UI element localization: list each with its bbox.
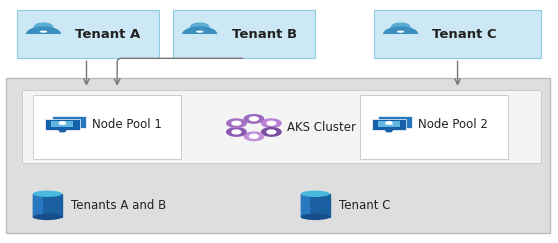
Text: Tenant C: Tenant C [339,199,390,212]
Polygon shape [386,130,392,132]
Circle shape [386,122,392,124]
Wedge shape [182,26,217,34]
Circle shape [227,119,246,127]
Bar [33,194,62,217]
Bar [301,194,310,217]
FancyBboxPatch shape [360,95,508,159]
Bar [33,194,42,217]
FancyBboxPatch shape [51,121,74,127]
FancyBboxPatch shape [6,78,550,233]
Text: Tenant C: Tenant C [432,27,497,41]
FancyBboxPatch shape [173,10,315,58]
Circle shape [232,121,241,125]
Wedge shape [59,123,66,124]
Ellipse shape [397,31,405,33]
FancyBboxPatch shape [52,116,86,128]
FancyBboxPatch shape [378,121,400,127]
Circle shape [249,117,258,121]
Circle shape [190,23,209,31]
FancyBboxPatch shape [378,116,412,128]
Wedge shape [385,123,393,124]
Text: Tenant A: Tenant A [75,27,141,41]
Text: Tenant B: Tenant B [232,27,297,41]
Text: Node Pool 2: Node Pool 2 [418,118,488,131]
FancyBboxPatch shape [22,90,541,163]
Ellipse shape [40,31,47,33]
Circle shape [249,134,258,138]
Wedge shape [383,26,418,34]
Circle shape [392,23,410,31]
Circle shape [35,23,52,31]
Circle shape [262,119,281,127]
FancyBboxPatch shape [17,10,159,58]
Circle shape [267,121,276,125]
Ellipse shape [33,214,62,220]
Text: AKS Cluster: AKS Cluster [287,121,357,134]
Circle shape [244,115,263,123]
Ellipse shape [33,191,62,197]
Circle shape [232,130,241,134]
Bar [301,194,330,217]
Circle shape [262,128,281,136]
FancyBboxPatch shape [33,95,181,159]
Wedge shape [26,26,61,34]
Ellipse shape [196,31,204,33]
Text: Node Pool 1: Node Pool 1 [92,118,162,131]
FancyBboxPatch shape [45,119,80,130]
Ellipse shape [301,191,330,197]
Circle shape [267,130,276,134]
Circle shape [60,122,65,124]
Circle shape [244,132,263,140]
Ellipse shape [301,214,330,220]
Text: Tenants A and B: Tenants A and B [71,199,166,212]
Circle shape [227,128,246,136]
Polygon shape [59,130,66,132]
FancyBboxPatch shape [374,10,541,58]
FancyBboxPatch shape [372,119,406,130]
